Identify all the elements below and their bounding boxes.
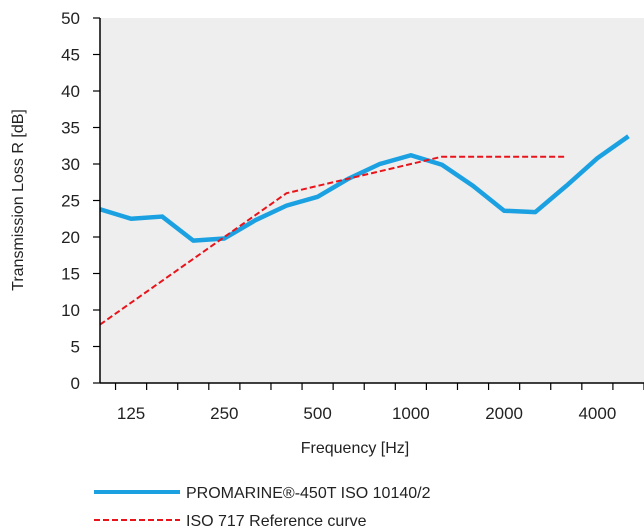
y-tick-label: 25 — [61, 192, 80, 211]
x-tick-label: 2000 — [485, 404, 523, 423]
legend-label-iso717: ISO 717 Reference curve — [186, 513, 367, 530]
plot-area — [100, 18, 644, 383]
x-tick-label: 125 — [117, 404, 145, 423]
x-axis-title: Frequency [Hz] — [301, 440, 409, 457]
y-tick-label: 0 — [71, 374, 80, 393]
series-layer — [99, 134, 630, 326]
legend-label-promarine: PROMARINE®-450T ISO 10140/2 — [186, 485, 431, 502]
x-tick-label: 250 — [210, 404, 238, 423]
series-line-iso717-reference — [99, 155, 567, 326]
y-tick-label: 15 — [61, 265, 80, 284]
x-tick-label: 4000 — [578, 404, 616, 423]
x-tick-label: 1000 — [392, 404, 430, 423]
series-line-promarine — [99, 134, 630, 243]
y-tick-label: 5 — [71, 338, 80, 357]
y-tick-label: 35 — [61, 119, 80, 138]
y-tick-label: 50 — [61, 9, 80, 28]
y-tick-label: 30 — [61, 155, 80, 174]
y-tick-label: 40 — [61, 82, 80, 101]
x-axis-ticks: 125 250 500 1000 2000 4000 — [114, 383, 644, 423]
y-tick-label: 45 — [61, 46, 80, 65]
y-axis-ticks: 0 5 10 15 20 25 30 35 40 45 50 — [61, 9, 100, 393]
legend: PROMARINE®-450T ISO 10140/2 ISO 717 Refe… — [94, 485, 431, 530]
y-tick-label: 10 — [61, 301, 80, 320]
x-tick-label: 500 — [303, 404, 331, 423]
y-axis-title: Transmission Loss R [dB] — [10, 109, 27, 291]
y-tick-label: 20 — [61, 228, 80, 247]
